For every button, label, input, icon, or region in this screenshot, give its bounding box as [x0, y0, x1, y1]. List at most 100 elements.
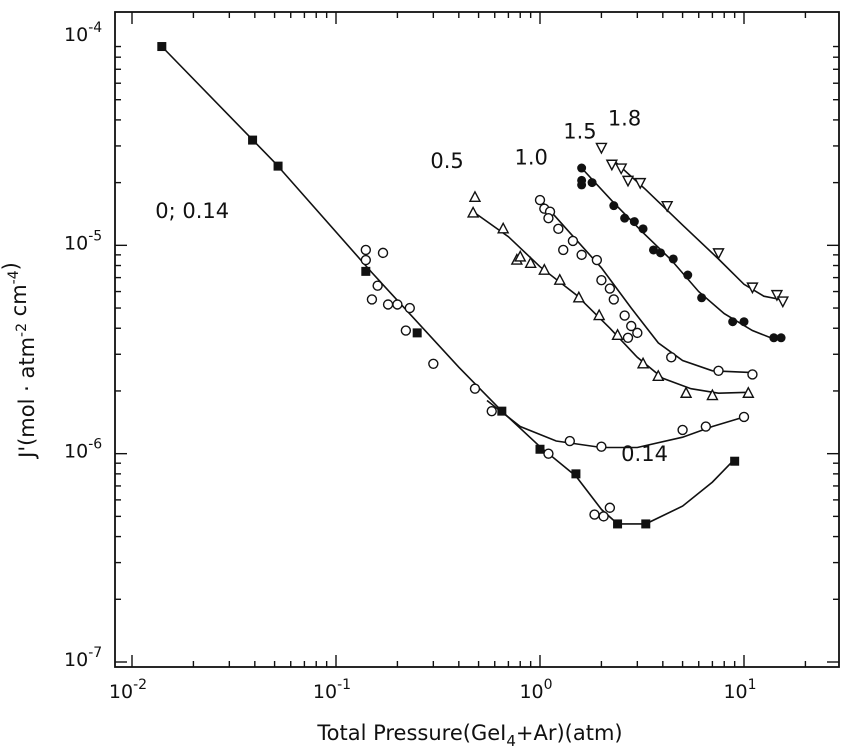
y-tick-label: 10-4 — [64, 20, 102, 46]
data-point-series-0 — [248, 135, 258, 145]
data-point-series-5 — [634, 177, 647, 190]
data-point-series-3 — [713, 365, 724, 376]
data-point-series-2 — [636, 356, 650, 369]
data-point-series-4 — [620, 213, 630, 223]
data-point-series-4 — [577, 180, 587, 190]
data-point-series-1 — [382, 299, 394, 310]
data-point-series-4 — [776, 333, 786, 343]
data-point-series-1 — [400, 325, 412, 336]
data-point-series-3 — [591, 254, 603, 266]
data-point-series-1 — [372, 280, 383, 291]
data-point-series-1 — [604, 502, 616, 513]
series-label: 1.8 — [608, 107, 641, 131]
data-point-series-4 — [587, 178, 597, 188]
fit-curve-3 — [537, 196, 753, 374]
data-point-series-1 — [469, 383, 481, 394]
data-point-series-3 — [666, 352, 677, 363]
fit-curve-2 — [474, 212, 749, 395]
data-point-series-2 — [468, 190, 482, 203]
data-point-series-3 — [604, 283, 616, 294]
data-point-series-1 — [486, 405, 497, 417]
data-point-series-2 — [466, 205, 480, 218]
data-point-series-1 — [392, 299, 403, 310]
data-point-series-1 — [404, 302, 415, 314]
data-point-series-5 — [660, 200, 674, 213]
data-point-series-5 — [605, 159, 619, 172]
data-point-series-4 — [668, 254, 678, 264]
data-point-series-1 — [377, 247, 389, 259]
data-point-series-4 — [739, 317, 749, 327]
data-point-series-0 — [613, 519, 623, 529]
data-point-series-3 — [543, 212, 554, 224]
data-point-series-1 — [366, 294, 378, 305]
y-tick-label: 10-7 — [64, 645, 102, 671]
data-point-series-5 — [770, 289, 784, 302]
y-tick-label: 10-5 — [64, 228, 102, 254]
series-label: 0; 0.14 — [155, 199, 229, 223]
data-point-series-2 — [593, 308, 606, 321]
data-point-series-0 — [273, 161, 283, 171]
data-point-series-4 — [648, 245, 658, 255]
data-point-series-3 — [622, 332, 634, 343]
series-label: 0.5 — [430, 149, 463, 173]
data-point-series-5 — [615, 163, 628, 176]
data-point-series-1 — [360, 254, 372, 266]
data-point-series-4 — [683, 270, 693, 280]
data-point-series-5 — [621, 175, 635, 188]
data-point-series-2 — [679, 386, 693, 398]
data-point-series-5 — [595, 142, 608, 155]
data-point-series-2 — [497, 221, 510, 234]
tick-labels: 10-2 10-1 100 101 10-4 10-5 10-6 10-7 — [64, 20, 757, 703]
data-point-series-2 — [611, 328, 624, 340]
series-label: 1.0 — [515, 145, 548, 169]
fit-curve-4 — [581, 167, 775, 340]
data-point-series-3 — [534, 194, 546, 206]
data-point-series-5 — [746, 282, 759, 295]
data-point-series-3 — [747, 369, 758, 380]
data-point-series-2 — [553, 273, 566, 285]
data-point-series-4 — [728, 317, 738, 327]
plot-frame — [114, 11, 840, 668]
data-point-series-3 — [558, 244, 569, 256]
series-label: 0.14 — [621, 442, 668, 466]
x-axis-label: Total Pressure(GeI4+Ar)(atm) — [316, 721, 622, 750]
y-axis-label: J'(mol · atm-2 cm-4) — [0, 262, 39, 460]
data-point-series-3 — [632, 327, 643, 339]
data-point-series-1 — [598, 511, 609, 522]
fit-curves — [161, 45, 781, 525]
data-point-series-1 — [543, 448, 554, 459]
data-point-series-4 — [697, 293, 707, 303]
data-point-series-2 — [538, 263, 551, 275]
data-point-series-1 — [596, 441, 607, 452]
data-markers — [157, 42, 789, 529]
data-point-series-1 — [428, 358, 439, 369]
series-label: 1.5 — [563, 120, 596, 144]
data-point-series-4 — [609, 201, 619, 211]
data-point-series-0 — [571, 469, 581, 479]
data-point-series-4 — [629, 217, 639, 227]
data-point-series-4 — [577, 163, 587, 173]
data-point-series-1 — [738, 411, 750, 423]
data-point-series-2 — [742, 386, 755, 398]
data-point-series-1 — [589, 509, 600, 520]
axis-ticks — [115, 12, 839, 667]
data-point-series-1 — [564, 435, 576, 447]
data-point-series-1 — [700, 421, 712, 432]
data-point-series-4 — [656, 248, 666, 258]
data-point-series-2 — [706, 388, 719, 401]
series-labels: 0; 0.14 0.14 0.5 1.0 1.5 1.8 — [155, 107, 668, 466]
x-tick-label: 10-1 — [313, 677, 351, 703]
x-tick-label: 101 — [723, 677, 756, 703]
data-point-series-1 — [360, 244, 372, 256]
data-point-series-2 — [652, 369, 665, 382]
x-tick-label: 10-2 — [109, 677, 147, 703]
data-point-series-3 — [626, 320, 637, 332]
data-point-series-5 — [776, 296, 789, 309]
data-point-series-3 — [596, 275, 607, 286]
data-point-series-0 — [535, 444, 545, 454]
y-tick-label: 10-6 — [64, 437, 102, 463]
data-point-series-3 — [619, 310, 630, 321]
data-point-series-0 — [412, 328, 422, 338]
data-point-series-0 — [361, 266, 371, 276]
